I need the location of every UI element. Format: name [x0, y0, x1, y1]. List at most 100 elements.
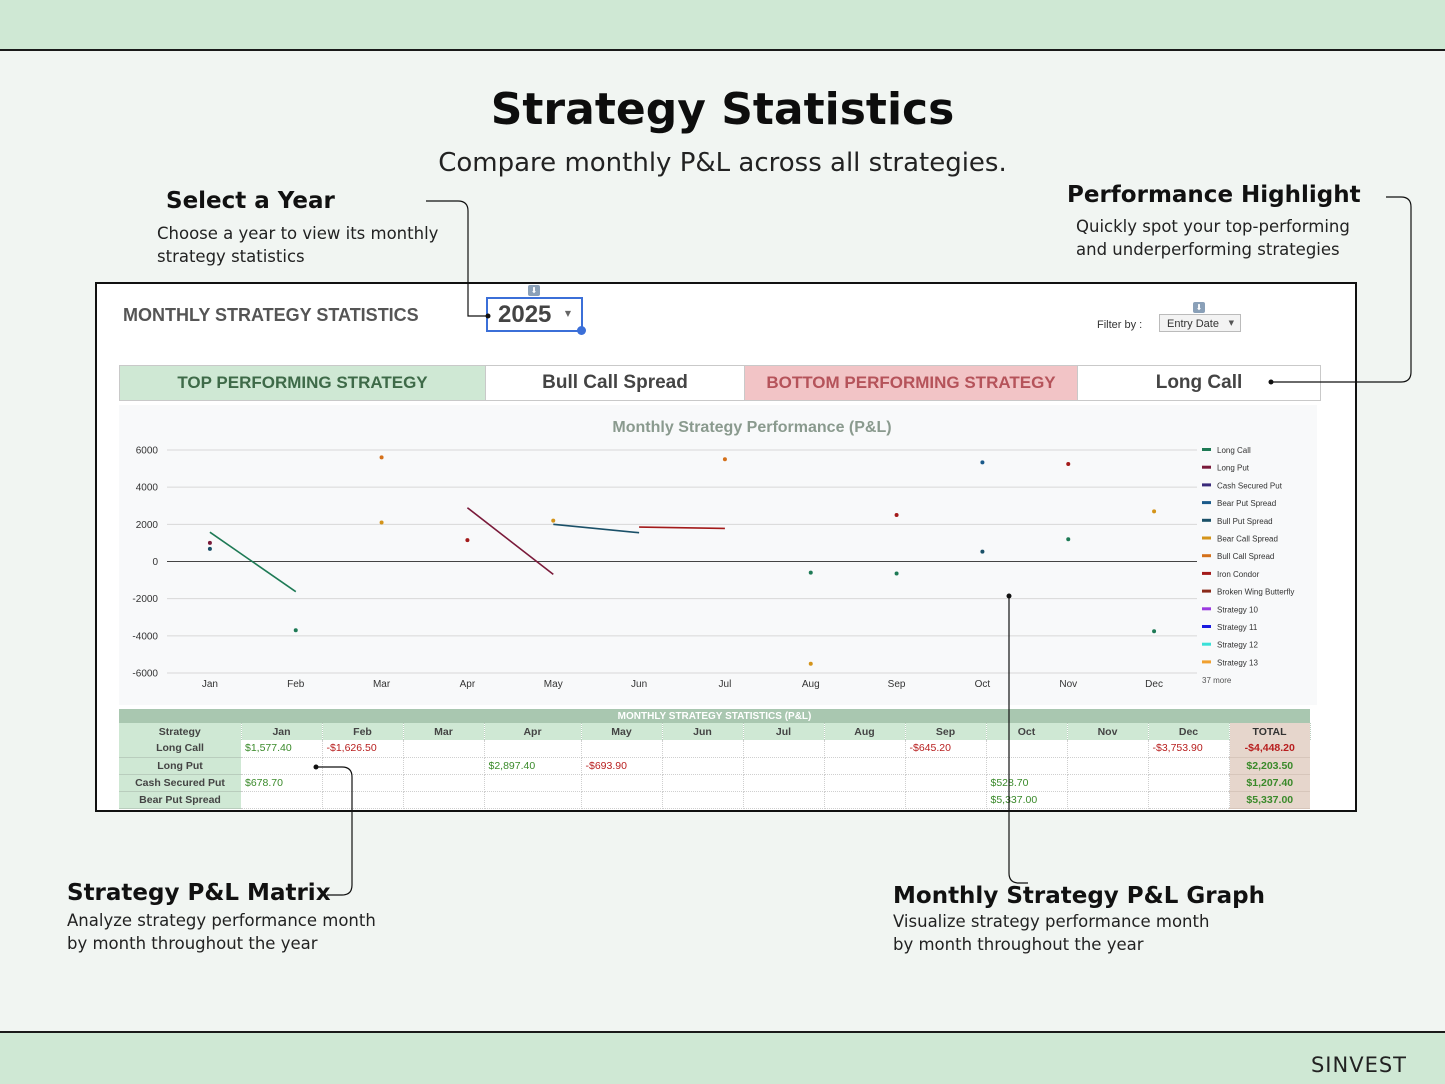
table-cell[interactable] — [1148, 757, 1230, 775]
table-cell[interactable] — [986, 740, 1068, 758]
legend-swatch-iron-condor — [1202, 571, 1211, 575]
table-cell[interactable] — [322, 774, 404, 792]
callout-year-desc: Choose a year to view its monthly strate… — [157, 222, 438, 268]
table-cell[interactable] — [581, 774, 663, 792]
callout-highlight-title: Performance Highlight — [1067, 182, 1361, 208]
data-point-bear-call-spread — [379, 520, 384, 525]
row-total: $2,203.50 — [1229, 757, 1311, 775]
table-cell[interactable] — [581, 740, 663, 758]
table-cell[interactable] — [322, 757, 404, 775]
table-cell[interactable] — [905, 774, 987, 792]
legend-swatch-strategy-12 — [1202, 642, 1211, 646]
spreadsheet-frame: MONTHLY STRATEGY STATISTICS ⬇ 2025 ▼ ⬇ F… — [95, 282, 1357, 812]
pnl-matrix: MONTHLY STRATEGY STATISTICS (P&L) Strate… — [119, 709, 1311, 809]
table-cell[interactable] — [241, 791, 323, 809]
legend-swatch-long-call — [1202, 448, 1211, 451]
table-cell[interactable] — [662, 774, 744, 792]
chevron-down-icon: ▼ — [564, 309, 571, 318]
table-cell[interactable] — [1067, 791, 1149, 809]
row-label: Long Call — [119, 740, 241, 758]
table-cell[interactable] — [905, 791, 987, 809]
legend-swatch-bull-call-spread — [1202, 554, 1211, 558]
table-cell[interactable] — [1148, 774, 1230, 792]
table-cell[interactable] — [403, 757, 485, 775]
callout-highlight-desc: Quickly spot your top-performing and und… — [1076, 215, 1350, 261]
data-point-bull-put-spread — [207, 546, 212, 551]
y-tick-label: 0 — [152, 557, 158, 568]
matrix-header-month: Sep — [905, 723, 987, 740]
table-cell[interactable] — [986, 757, 1068, 775]
table-cell[interactable] — [403, 740, 485, 758]
top-strategy-value: Bull Call Spread — [486, 366, 745, 400]
series-line-iron-condor — [639, 526, 725, 530]
page-subtitle: Compare monthly P&L across all strategie… — [438, 148, 1007, 178]
table-cell[interactable] — [662, 791, 744, 809]
table-cell[interactable]: $678.70 — [241, 774, 323, 792]
download-icon[interactable]: ⬇ — [528, 285, 540, 296]
table-cell[interactable] — [662, 757, 744, 775]
selection-handle[interactable] — [577, 326, 586, 335]
table-cell[interactable]: -$693.90 — [581, 757, 663, 775]
y-tick-label: 6000 — [136, 446, 159, 457]
table-cell[interactable] — [824, 740, 906, 758]
table-cell[interactable] — [484, 791, 582, 809]
table-cell[interactable] — [1067, 774, 1149, 792]
table-cell[interactable] — [403, 791, 485, 809]
table-row: Cash Secured Put $678.70 $528.70 $1,207.40 — [119, 774, 1311, 792]
table-cell[interactable] — [322, 791, 404, 809]
table-cell[interactable] — [484, 774, 582, 792]
x-tick-label: Jun — [631, 679, 647, 690]
table-cell[interactable]: -$1,626.50 — [322, 740, 404, 758]
matrix-header-month: Jul — [743, 723, 825, 740]
series-line-bull-put-spread — [553, 523, 640, 534]
table-cell[interactable]: -$645.20 — [905, 740, 987, 758]
x-tick-label: Apr — [460, 679, 476, 690]
x-tick-label: Jan — [202, 679, 218, 690]
table-cell[interactable]: $528.70 — [986, 774, 1068, 792]
row-total: $5,337.00 — [1229, 791, 1311, 809]
table-cell[interactable] — [403, 774, 485, 792]
callout-graph-desc-line1: Visualize strategy performance month — [893, 912, 1210, 931]
filter-select[interactable]: Entry Date ▼ — [1159, 314, 1241, 332]
table-cell[interactable]: -$3,753.90 — [1148, 740, 1230, 758]
table-cell[interactable]: $1,577.40 — [241, 740, 323, 758]
table-cell[interactable] — [484, 740, 582, 758]
table-cell[interactable]: $5,337.00 — [986, 791, 1068, 809]
series-line-long-call — [209, 531, 297, 593]
table-cell[interactable] — [743, 774, 825, 792]
matrix-header-month: Feb — [322, 723, 404, 740]
legend-label-strategy-13: Strategy 13 — [1217, 658, 1258, 667]
table-cell[interactable] — [581, 791, 663, 809]
table-cell[interactable] — [662, 740, 744, 758]
table-cell[interactable] — [824, 791, 906, 809]
callout-matrix-title: Strategy P&L Matrix — [67, 880, 331, 906]
row-total: $1,207.40 — [1229, 774, 1311, 792]
table-cell[interactable] — [743, 791, 825, 809]
table-cell[interactable] — [743, 740, 825, 758]
table-cell[interactable] — [241, 757, 323, 775]
x-tick-label: Feb — [287, 679, 305, 690]
data-point-long-call — [293, 628, 298, 633]
top-band — [0, 0, 1445, 51]
table-row: Long Call $1,577.40 -$1,626.50 -$645.20 -$3,… — [119, 740, 1311, 758]
table-cell[interactable] — [1067, 757, 1149, 775]
download-icon[interactable]: ⬇ — [1193, 302, 1205, 313]
x-tick-label: Aug — [802, 679, 820, 690]
table-cell[interactable] — [1067, 740, 1149, 758]
table-cell[interactable] — [824, 774, 906, 792]
matrix-header-month: Mar — [403, 723, 485, 740]
sheet-title: MONTHLY STRATEGY STATISTICS — [123, 305, 419, 325]
data-point-bear-put-spread — [980, 460, 985, 465]
callout-matrix-desc: Analyze strategy performance month by mo… — [67, 909, 376, 955]
table-cell[interactable] — [1148, 791, 1230, 809]
table-cell[interactable] — [824, 757, 906, 775]
table-cell[interactable]: $2,897.40 — [484, 757, 582, 775]
legend-swatch-bear-put-spread — [1202, 501, 1211, 505]
table-cell[interactable] — [905, 757, 987, 775]
y-tick-label: -4000 — [132, 631, 158, 642]
table-cell[interactable] — [743, 757, 825, 775]
data-point-bull-call-spread — [379, 455, 384, 460]
pnl-chart[interactable]: Monthly Strategy Performance (P&L) 6000 40… — [119, 405, 1317, 705]
callout-highlight-desc-line2: and underperforming strategies — [1076, 240, 1340, 259]
year-select[interactable]: 2025 ▼ — [486, 297, 586, 335]
